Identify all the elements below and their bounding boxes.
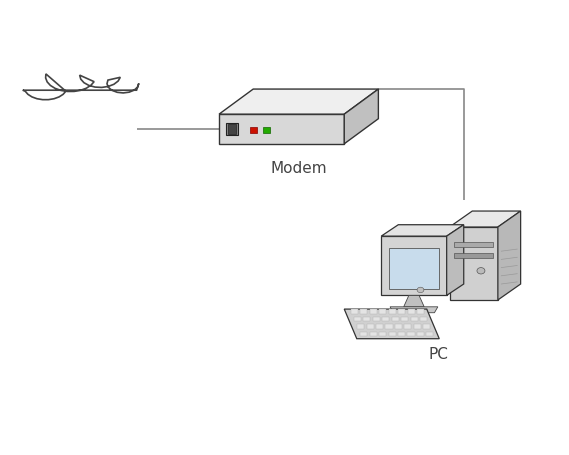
Polygon shape — [407, 309, 415, 314]
Polygon shape — [357, 324, 364, 329]
Polygon shape — [263, 128, 270, 133]
Polygon shape — [344, 309, 439, 339]
Polygon shape — [354, 317, 361, 321]
Polygon shape — [385, 324, 393, 329]
Circle shape — [417, 288, 424, 293]
Polygon shape — [404, 296, 424, 307]
Polygon shape — [226, 123, 238, 136]
Polygon shape — [250, 128, 257, 133]
Polygon shape — [373, 317, 380, 321]
Polygon shape — [411, 317, 418, 321]
Polygon shape — [450, 228, 498, 300]
PathPatch shape — [23, 75, 139, 101]
Polygon shape — [454, 253, 493, 258]
Polygon shape — [498, 212, 521, 300]
Polygon shape — [219, 90, 378, 115]
Circle shape — [477, 268, 485, 274]
Polygon shape — [382, 317, 389, 321]
Polygon shape — [228, 125, 236, 134]
Polygon shape — [398, 332, 405, 336]
Polygon shape — [395, 324, 402, 329]
Polygon shape — [389, 248, 439, 290]
Polygon shape — [389, 309, 395, 314]
Polygon shape — [420, 317, 427, 321]
Polygon shape — [376, 324, 383, 329]
Polygon shape — [351, 309, 358, 314]
Polygon shape — [344, 90, 378, 145]
Polygon shape — [219, 115, 344, 145]
Polygon shape — [390, 307, 438, 313]
Polygon shape — [454, 242, 493, 248]
Polygon shape — [417, 309, 424, 314]
Polygon shape — [423, 324, 430, 329]
Polygon shape — [379, 309, 386, 314]
Polygon shape — [417, 332, 424, 336]
Polygon shape — [389, 332, 395, 336]
Polygon shape — [366, 324, 374, 329]
Text: PC: PC — [428, 346, 448, 361]
Polygon shape — [364, 317, 370, 321]
Polygon shape — [370, 332, 377, 336]
Polygon shape — [391, 317, 399, 321]
Polygon shape — [398, 309, 405, 314]
Polygon shape — [370, 309, 377, 314]
Text: Modem: Modem — [270, 161, 327, 175]
Polygon shape — [401, 317, 409, 321]
Polygon shape — [360, 309, 368, 314]
Polygon shape — [381, 225, 464, 237]
Polygon shape — [381, 237, 447, 296]
Polygon shape — [426, 332, 434, 336]
Polygon shape — [360, 332, 367, 336]
Polygon shape — [407, 332, 415, 336]
Polygon shape — [414, 324, 421, 329]
Polygon shape — [447, 225, 464, 296]
Polygon shape — [450, 212, 521, 228]
Polygon shape — [405, 324, 411, 329]
Polygon shape — [379, 332, 386, 336]
